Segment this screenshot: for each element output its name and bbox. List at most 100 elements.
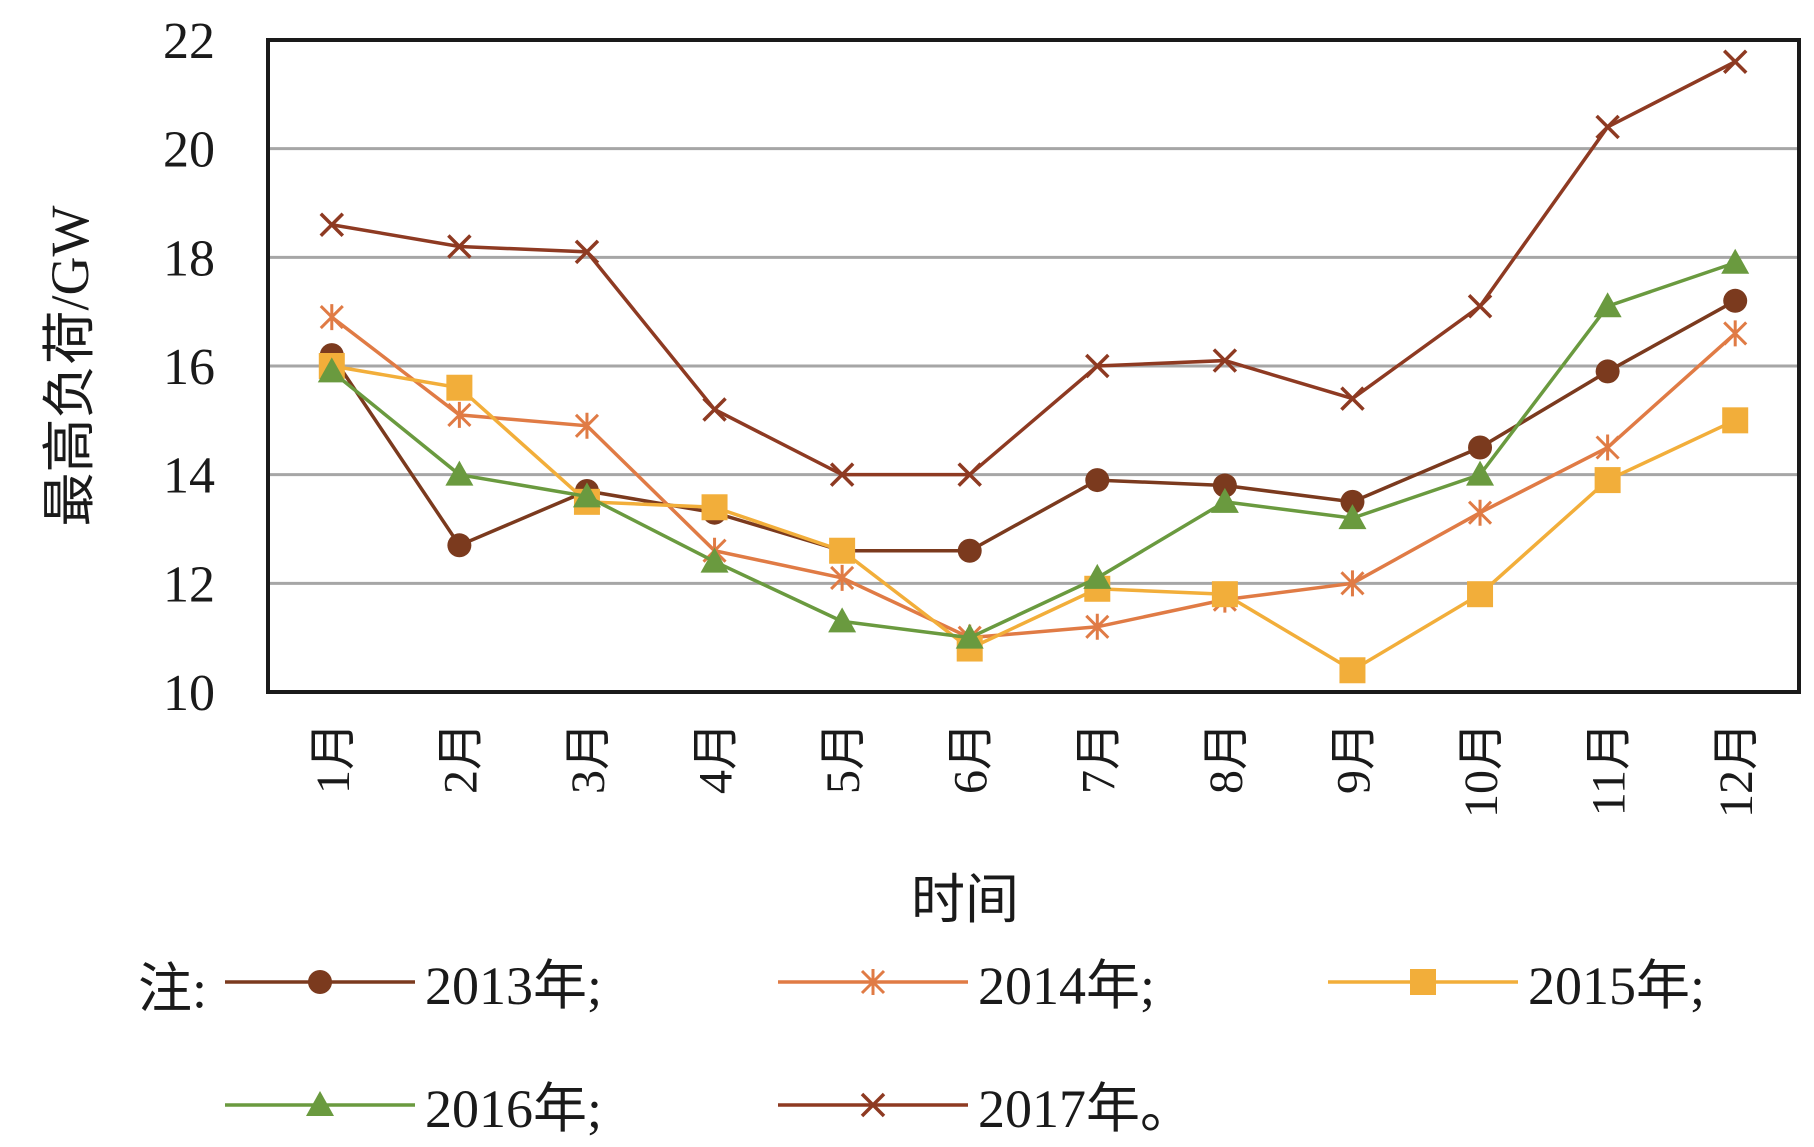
data-point xyxy=(1722,49,1748,74)
data-point xyxy=(574,239,600,265)
data-point xyxy=(1466,460,1495,486)
data-point xyxy=(1468,435,1493,460)
series-line xyxy=(330,299,1737,553)
x-tick-label: 2月 xyxy=(434,722,487,794)
data-point xyxy=(1338,504,1367,530)
legend-label: 2017年。 xyxy=(978,1079,1194,1139)
data-point xyxy=(319,304,344,331)
legend-marker xyxy=(1410,969,1436,995)
data-point xyxy=(702,397,727,422)
data-point xyxy=(1085,613,1110,640)
legend-label: 2015年; xyxy=(1528,956,1705,1016)
y-tick-label: 14 xyxy=(163,448,215,505)
legend-prefix: 注: xyxy=(138,959,207,1019)
series-2017年 xyxy=(319,49,1748,487)
legend: 注: 2013年; 2014年; 2015年; 2016年; 2017年。 xyxy=(138,956,1705,1139)
data-point xyxy=(1085,353,1110,379)
y-tick-label: 12 xyxy=(163,556,215,613)
data-point xyxy=(1595,114,1620,140)
data-point xyxy=(1594,467,1621,494)
y-tick-label: 20 xyxy=(163,122,215,179)
legend-marker xyxy=(860,1092,886,1118)
series-layer xyxy=(317,49,1750,684)
data-point xyxy=(1467,581,1494,608)
data-point xyxy=(447,234,472,259)
plot-area xyxy=(266,38,1801,694)
data-point xyxy=(1593,292,1622,318)
data-point xyxy=(1723,288,1748,313)
series-line xyxy=(331,60,1737,477)
data-point xyxy=(1085,468,1110,493)
data-point xyxy=(1083,563,1112,589)
data-point xyxy=(828,607,857,633)
series-2014年 xyxy=(319,304,1748,651)
x-tick-label: 10月 xyxy=(1455,722,1508,818)
series-line xyxy=(331,364,1736,673)
series-line xyxy=(330,315,1737,640)
data-point xyxy=(1340,489,1365,514)
data-point xyxy=(957,462,982,487)
x-tick-label: 8月 xyxy=(1200,722,1253,794)
x-tick-label: 12月 xyxy=(1710,722,1763,818)
data-point xyxy=(1340,386,1365,411)
data-point xyxy=(1212,473,1237,498)
data-point xyxy=(1210,487,1239,513)
data-point xyxy=(1340,570,1365,597)
y-tick-label: 16 xyxy=(163,339,215,396)
data-point xyxy=(1595,359,1620,384)
data-point xyxy=(701,494,728,521)
data-point xyxy=(319,212,345,237)
data-point xyxy=(830,564,855,591)
data-point xyxy=(1212,348,1238,373)
data-point xyxy=(317,357,346,383)
x-tick-label: 5月 xyxy=(817,722,870,794)
y-axis-ticks: 10 12 14 16 18 20 22 xyxy=(163,13,215,722)
x-tick-label: 3月 xyxy=(562,722,615,794)
x-tick-label: 9月 xyxy=(1327,722,1380,794)
x-tick-label: 11月 xyxy=(1583,722,1636,816)
data-point xyxy=(572,482,601,508)
data-point xyxy=(446,374,473,401)
data-point xyxy=(574,412,600,439)
series-line xyxy=(330,261,1736,640)
x-axis-ticks: 1月 2月 3月 4月 5月 6月 7月 8月 9月 10月 11月 12月 xyxy=(307,722,1763,818)
series-2016年 xyxy=(317,248,1750,649)
data-point xyxy=(1467,293,1493,319)
x-tick-label: 4月 xyxy=(690,722,743,794)
legend-item: 2015年; xyxy=(1328,956,1705,1016)
legend-label: 2014年; xyxy=(978,956,1155,1016)
data-point xyxy=(1723,320,1748,347)
y-axis-title: 最高负荷/GW xyxy=(40,205,100,526)
legend-item: 2013年; xyxy=(225,956,602,1016)
data-point xyxy=(447,533,472,558)
data-point xyxy=(447,401,472,428)
x-tick-label: 6月 xyxy=(945,722,998,794)
legend-marker xyxy=(306,1091,334,1116)
data-point xyxy=(445,460,474,486)
data-point xyxy=(829,537,856,564)
legend-item: 2014年; xyxy=(778,956,1155,1016)
data-point xyxy=(957,538,982,563)
legend-item: 2016年; xyxy=(225,1079,602,1139)
legend-item: 2017年。 xyxy=(778,1079,1194,1139)
legend-marker xyxy=(308,970,332,994)
data-point xyxy=(1211,581,1238,608)
data-point xyxy=(1339,657,1366,684)
gridlines xyxy=(268,147,1799,585)
legend-label: 2016年; xyxy=(425,1079,602,1139)
x-tick-label: 1月 xyxy=(307,722,360,794)
y-tick-label: 18 xyxy=(163,230,215,287)
legend-label: 2013年; xyxy=(425,956,602,1016)
data-point xyxy=(1721,248,1750,274)
data-point xyxy=(829,462,855,487)
data-point xyxy=(1595,434,1620,461)
legend-marker xyxy=(860,969,886,995)
data-point xyxy=(1722,407,1749,434)
data-point xyxy=(955,623,984,649)
series-2013年 xyxy=(319,288,1748,563)
y-tick-label: 22 xyxy=(163,13,215,70)
x-axis-title: 时间 xyxy=(911,870,1019,930)
data-point xyxy=(1467,499,1493,526)
y-tick-label: 10 xyxy=(163,665,215,722)
